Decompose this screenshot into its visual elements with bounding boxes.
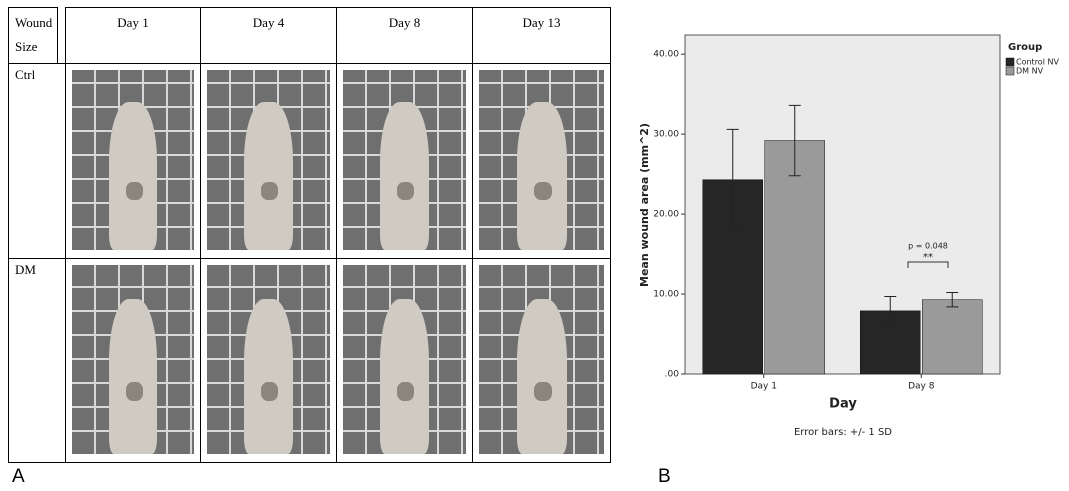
- legend-title: Group: [1008, 42, 1042, 53]
- y-tick-label: 30.00: [653, 130, 679, 140]
- bar: [922, 300, 982, 374]
- legend-label: DM NV: [1016, 67, 1044, 76]
- note: Error bars: +/- 1 SD: [794, 427, 892, 438]
- x-tick-label: Day 1: [751, 382, 777, 392]
- y-tick-label: .00: [665, 370, 680, 380]
- figure: {"panel_labels": ["A", "B"], "table": {"…: [0, 0, 1069, 491]
- chart: Mean wound area (mm^2) Day Error bars: +…: [0, 0, 1069, 491]
- legend-swatch: [1006, 58, 1014, 66]
- legend-label: Control NV: [1016, 58, 1059, 67]
- y-tick-label: 20.00: [653, 210, 679, 220]
- y-tick-label: 40.00: [653, 50, 679, 60]
- annotation: **: [923, 252, 933, 263]
- legend-swatch: [1006, 67, 1014, 75]
- annotation: p = 0.048: [908, 242, 948, 251]
- x-axis-label: Day: [829, 397, 857, 412]
- y-tick-label: 10.00: [653, 290, 679, 300]
- x-tick-label: Day 8: [908, 382, 935, 392]
- y-axis-label: Mean wound area (mm^2): [638, 123, 651, 287]
